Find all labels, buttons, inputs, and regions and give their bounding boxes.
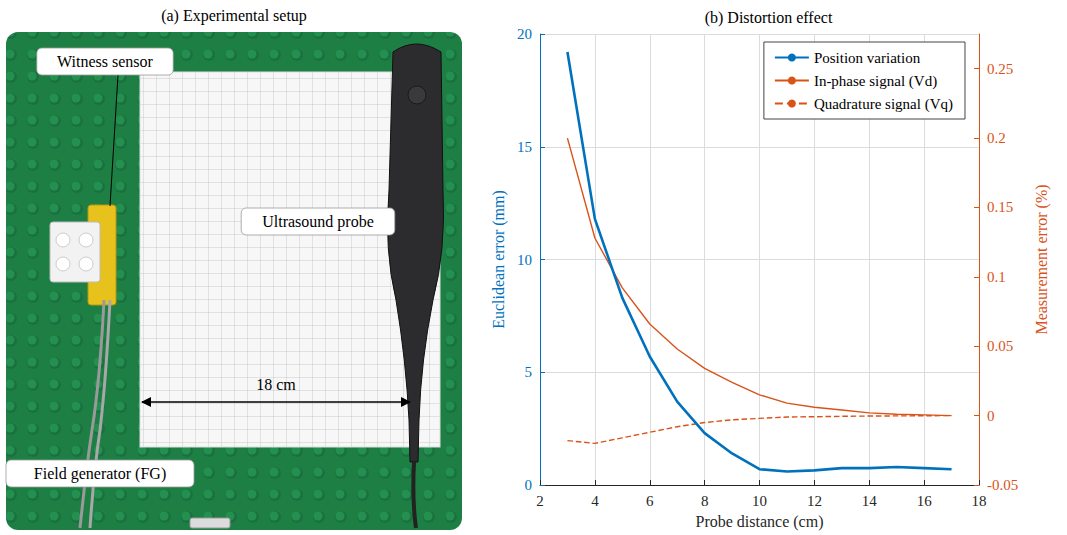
svg-text:20: 20 (517, 26, 532, 42)
svg-text:4: 4 (591, 493, 599, 509)
svg-text:18 cm: 18 cm (256, 376, 296, 393)
svg-text:2: 2 (536, 493, 544, 509)
svg-text:12: 12 (807, 493, 822, 509)
svg-text:Witness sensor: Witness sensor (57, 53, 153, 70)
svg-text:14: 14 (862, 493, 878, 509)
svg-text:0.05: 0.05 (987, 338, 1013, 354)
svg-text:6: 6 (646, 493, 654, 509)
svg-text:10: 10 (752, 493, 767, 509)
svg-text:10: 10 (517, 252, 532, 268)
svg-text:In-phase signal (Vd): In-phase signal (Vd) (814, 73, 937, 90)
svg-text:-0.05: -0.05 (987, 477, 1018, 493)
svg-text:Measurement error (%): Measurement error (%) (1033, 184, 1051, 334)
svg-text:18: 18 (972, 493, 987, 509)
svg-text:Quadrature signal (Vq): Quadrature signal (Vq) (814, 96, 953, 113)
svg-text:15: 15 (517, 139, 532, 155)
svg-text:0.2: 0.2 (987, 130, 1006, 146)
svg-text:0: 0 (525, 477, 533, 493)
svg-text:(a) Experimental setup: (a) Experimental setup (161, 7, 307, 25)
svg-text:Euclidean error (mm): Euclidean error (mm) (490, 190, 508, 329)
svg-text:8: 8 (701, 493, 709, 509)
svg-text:0.25: 0.25 (987, 61, 1013, 77)
svg-text:0.15: 0.15 (987, 199, 1013, 215)
svg-text:Field generator (FG): Field generator (FG) (34, 465, 166, 483)
svg-text:(b) Distortion effect: (b) Distortion effect (705, 9, 833, 27)
svg-text:16: 16 (917, 493, 933, 509)
svg-text:0: 0 (987, 408, 995, 424)
svg-text:5: 5 (525, 364, 533, 380)
svg-text:Probe distance (cm): Probe distance (cm) (696, 513, 824, 531)
svg-text:Ultrasound probe: Ultrasound probe (262, 213, 374, 231)
svg-text:Position variation: Position variation (814, 50, 921, 66)
svg-text:0.1: 0.1 (987, 269, 1006, 285)
